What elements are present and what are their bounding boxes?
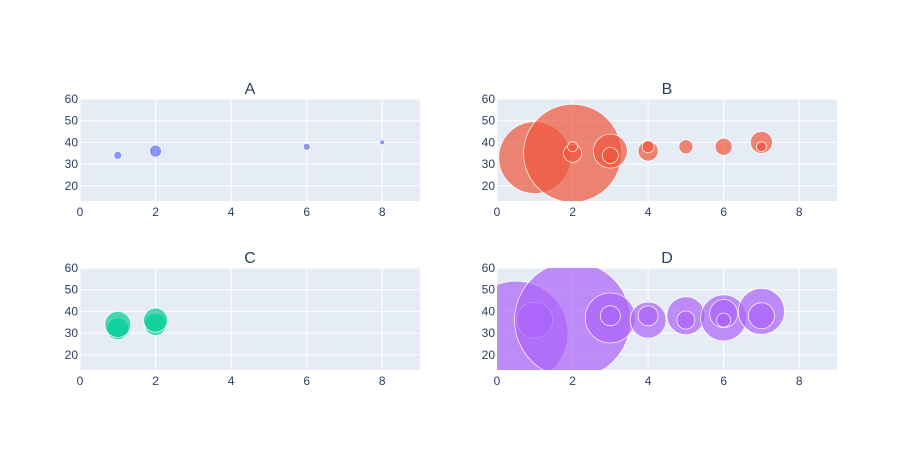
x-tick-label: 2	[569, 374, 576, 388]
y-tick-label: 60	[65, 92, 79, 106]
bubble-point[interactable]	[149, 144, 162, 158]
subplot-title: C	[244, 250, 256, 267]
y-tick-label: 50	[65, 283, 79, 297]
y-tick-label: 20	[65, 179, 79, 193]
markers-d	[497, 268, 785, 370]
markers-b	[498, 103, 773, 201]
y-tick-label: 20	[482, 179, 496, 193]
y-tick-label: 30	[482, 326, 496, 340]
bubble-point[interactable]	[756, 141, 767, 153]
x-tick-label: 2	[152, 374, 159, 388]
x-tick-label: 2	[152, 205, 159, 219]
subplot-d: 0 2 4 6 8 20 30 40 50 60 D	[482, 250, 837, 388]
subplot-c: 0 2 4 6 8 20 30 40 50 60 C	[65, 250, 420, 388]
y-tick-label: 40	[65, 135, 79, 149]
bubble-point[interactable]	[302, 142, 311, 151]
plot-area-c	[80, 268, 420, 370]
x-tick-label: 4	[645, 205, 652, 219]
bubble-point[interactable]	[641, 140, 655, 154]
x-tick-label: 6	[720, 205, 727, 219]
subplot-title: D	[661, 250, 673, 267]
bubble-point[interactable]	[599, 305, 621, 327]
x-tick-label: 6	[303, 205, 310, 219]
bubble-point[interactable]	[104, 311, 132, 338]
markers-c	[104, 307, 168, 341]
x-tick-label: 8	[796, 374, 803, 388]
bubble-point[interactable]	[637, 305, 659, 327]
bubble-point[interactable]	[113, 151, 123, 160]
bubble-point[interactable]	[678, 139, 694, 155]
y-tick-label: 50	[65, 114, 79, 128]
x-tick-label: 8	[796, 205, 803, 219]
markers-a	[113, 139, 386, 160]
bubble-point[interactable]	[601, 147, 619, 164]
x-tick-label: 8	[379, 374, 386, 388]
y-tick-label: 20	[482, 348, 496, 362]
plot-area-a	[80, 99, 420, 201]
x-tick-label: 4	[228, 205, 235, 219]
x-tick-label: 4	[228, 374, 235, 388]
y-tick-label: 30	[482, 157, 496, 171]
y-tick-label: 20	[65, 348, 79, 362]
y-tick-label: 40	[482, 304, 496, 318]
bubble-point[interactable]	[716, 312, 732, 328]
y-tick-label: 60	[482, 261, 496, 275]
x-tick-label: 4	[645, 374, 652, 388]
x-tick-label: 0	[494, 205, 501, 219]
bubble-point[interactable]	[379, 139, 386, 146]
y-tick-label: 50	[482, 283, 496, 297]
subplot-title: A	[245, 81, 256, 98]
x-tick-label: 0	[77, 205, 84, 219]
y-tick-label: 60	[482, 92, 496, 106]
y-tick-label: 30	[65, 157, 79, 171]
x-tick-label: 0	[494, 374, 501, 388]
y-tick-label: 60	[65, 261, 79, 275]
bubble-point[interactable]	[714, 137, 733, 156]
bubble-point[interactable]	[143, 307, 168, 333]
y-tick-label: 30	[65, 326, 79, 340]
x-tick-label: 6	[303, 374, 310, 388]
x-tick-label: 8	[379, 205, 386, 219]
subplot-a: 0 2 4 6 8 20 30 40 50 60 A	[65, 81, 420, 219]
subplot-title: B	[662, 81, 673, 98]
x-tick-label: 0	[77, 374, 84, 388]
x-tick-label: 2	[569, 205, 576, 219]
y-tick-label: 50	[482, 114, 496, 128]
subplot-b: 0 2 4 6 8 20 30 40 50 60 B	[482, 81, 837, 219]
bubble-point[interactable]	[676, 310, 696, 330]
bubble-point[interactable]	[748, 302, 775, 330]
y-tick-label: 40	[482, 135, 496, 149]
x-tick-label: 6	[720, 374, 727, 388]
bubble-point[interactable]	[567, 141, 578, 153]
y-tick-label: 40	[65, 304, 79, 318]
